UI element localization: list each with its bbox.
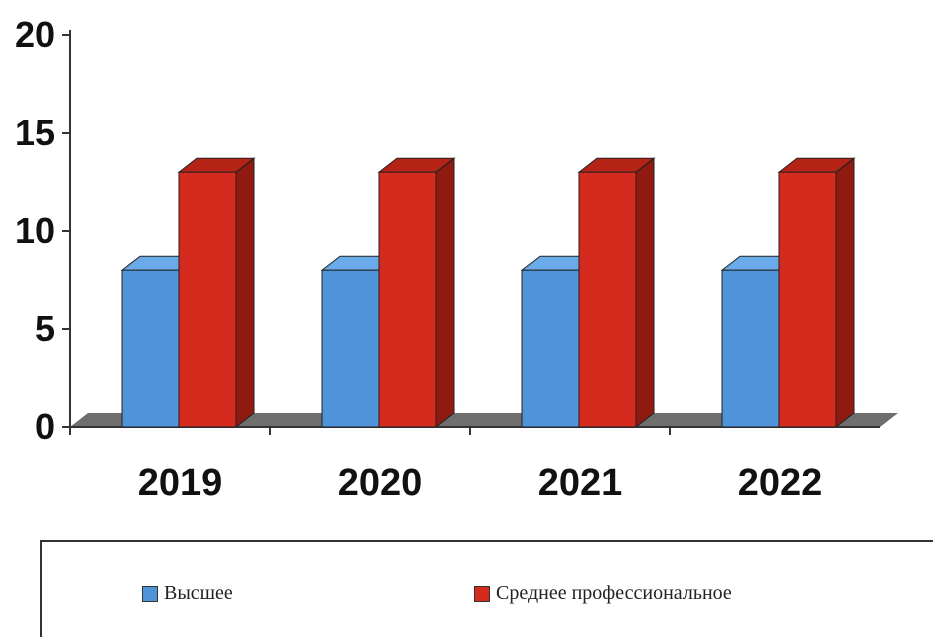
x-ticks: 2019 2020 2021 2022 (69, 427, 823, 504)
bar-front (378, 171, 437, 428)
x-tick-label: 2019 (138, 462, 223, 504)
bar-front (321, 269, 380, 428)
legend-label-vysshee: Высшее (164, 582, 233, 604)
bar-side (235, 157, 255, 429)
bar-side (435, 157, 455, 429)
legend-item-vysshee: Высшее (142, 582, 233, 605)
chart-floor (70, 413, 898, 427)
bar-2019-srednee (177, 157, 256, 429)
x-tick-label: 2020 (338, 462, 423, 504)
legend-item-srednee: Среднее профессиональное (474, 582, 732, 605)
bar-side (635, 157, 655, 429)
y-tick-label: 5 (35, 308, 55, 349)
bar-front (521, 269, 580, 428)
legend-swatch-srednee (474, 585, 490, 602)
bar-chart: 0 5 10 15 20 2019 2020 2021 2022 (15, 14, 898, 504)
y-tick-label: 15 (15, 112, 55, 153)
chart-floor-plane (70, 413, 898, 427)
bar-2020-srednee (377, 157, 456, 429)
bar-2022-srednee (777, 157, 856, 429)
x-tick-label: 2022 (738, 462, 823, 504)
bar-2021-srednee (577, 157, 656, 429)
y-tick-label: 10 (15, 210, 55, 251)
bar-front (578, 171, 637, 428)
legend: Высшее Среднее профессиональное (40, 540, 933, 637)
y-tick-label: 20 (15, 14, 55, 55)
x-tick-label: 2021 (538, 462, 623, 504)
legend-swatch-vysshee (142, 585, 158, 602)
legend-label-srednee: Среднее профессиональное (496, 582, 732, 604)
bar-front (778, 171, 837, 428)
y-ticks: 0 5 10 15 20 (15, 14, 70, 447)
y-tick-label: 0 (35, 406, 55, 447)
bar-front (178, 171, 237, 428)
bar-front (121, 269, 180, 428)
bars (120, 157, 856, 429)
bar-side (835, 157, 855, 429)
bar-front (721, 269, 780, 428)
